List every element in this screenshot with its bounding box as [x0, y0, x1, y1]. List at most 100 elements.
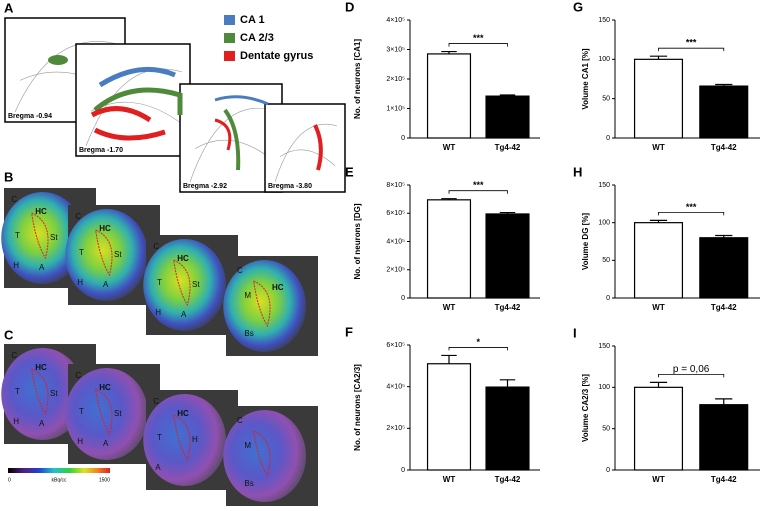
significance-bracket — [658, 373, 725, 378]
hc-outline — [253, 430, 271, 478]
region-label: St — [114, 250, 122, 259]
atlas-outline — [274, 123, 338, 183]
significance-label: *** — [686, 202, 697, 212]
region-label: H — [13, 261, 19, 270]
y-tick-label: 2×10⁵ — [386, 425, 405, 432]
y-tick-label: 100 — [598, 384, 610, 391]
region-label: A — [103, 280, 109, 289]
region-label: H — [13, 417, 19, 426]
y-tick-label: 3×10⁵ — [386, 46, 405, 53]
panel-label: H — [573, 164, 582, 179]
panel-label: B — [4, 169, 13, 184]
hc-outline — [95, 388, 113, 436]
y-tick-label: 6×10⁵ — [386, 210, 405, 217]
region-label: H — [77, 437, 83, 446]
legend-swatch — [224, 51, 235, 61]
hc-outline — [31, 368, 49, 416]
hc-outline — [253, 280, 271, 328]
region-label: T — [79, 248, 84, 257]
legend-label: CA 2/3 — [240, 32, 274, 44]
region-label: HC — [272, 283, 284, 292]
y-tick-label: 150 — [598, 17, 610, 24]
hc-outline — [173, 259, 191, 307]
panel-label: I — [573, 325, 577, 340]
region-label: A — [103, 439, 109, 448]
dg-region — [313, 124, 323, 171]
error-bar — [649, 55, 668, 60]
bar — [633, 386, 684, 471]
x-tick-label: WT — [652, 475, 665, 484]
legend-label: CA 1 — [240, 14, 265, 26]
region-label: C — [153, 242, 159, 251]
legend-label: Dentate gyrus — [240, 50, 313, 62]
panel-label: F — [345, 324, 353, 339]
panel-label: A — [4, 0, 14, 15]
bar — [485, 213, 530, 299]
x-tick-label: WT — [652, 303, 665, 312]
y-tick-label: 0 — [606, 295, 610, 302]
y-tick-label: 0 — [401, 467, 405, 474]
y-tick-label: 50 — [602, 257, 610, 264]
error-bar — [715, 234, 733, 238]
region-label: St — [114, 409, 122, 418]
error-bar — [499, 379, 516, 388]
significance-bracket — [448, 347, 508, 351]
significance-bracket — [448, 190, 508, 194]
legend-swatch — [224, 15, 235, 25]
dg-region — [214, 118, 232, 151]
x-tick-label: Tg4-42 — [711, 475, 737, 484]
bar — [426, 363, 472, 471]
error-bar — [715, 83, 733, 87]
bar — [699, 404, 749, 471]
x-tick-label: WT — [443, 475, 456, 484]
region-label: T — [157, 278, 162, 287]
pet-slice — [65, 209, 149, 301]
panel-label: E — [345, 164, 354, 179]
error-bar — [499, 211, 516, 214]
region-label: C — [153, 397, 159, 406]
region-label: M — [244, 441, 251, 450]
region-label: C — [11, 351, 17, 360]
error-bar — [441, 354, 457, 364]
y-tick-label: 0 — [401, 135, 405, 142]
error-bar — [649, 219, 668, 223]
significance-label: * — [476, 337, 480, 347]
x-tick-label: WT — [443, 303, 456, 312]
y-tick-label: 50 — [602, 426, 610, 433]
pet-slice — [1, 192, 85, 284]
region-label: T — [157, 433, 162, 442]
region-label: A — [181, 310, 187, 319]
region-label: M — [244, 291, 251, 300]
region-label: HC — [35, 363, 47, 372]
y-tick-label: 0 — [401, 295, 405, 302]
region-label: C — [237, 266, 243, 275]
bar — [485, 386, 530, 471]
bar — [699, 85, 749, 139]
pet-slice — [223, 260, 307, 352]
pet-slice — [223, 410, 307, 502]
colorbar-max: 1500 — [99, 477, 110, 483]
panel-label: C — [4, 327, 14, 342]
pet-slice — [143, 239, 227, 331]
error-bar — [441, 198, 457, 200]
panel-label: D — [345, 0, 354, 14]
region-label: Bs — [244, 329, 253, 338]
pet-slice — [65, 368, 149, 460]
region-label: HC — [99, 383, 111, 392]
y-tick-label: 1×10⁵ — [386, 105, 405, 112]
panel-label: G — [573, 0, 583, 14]
y-tick-label: 4×10⁵ — [386, 17, 405, 24]
bar — [426, 53, 472, 139]
y-tick-label: 8×10⁵ — [386, 182, 405, 189]
significance-label: *** — [473, 33, 484, 43]
x-tick-label: Tg4-42 — [495, 303, 521, 312]
region-label: St — [50, 389, 58, 398]
hc-outline — [95, 229, 113, 277]
region-label: C — [75, 212, 81, 221]
y-axis-label: Volume DG [%] — [581, 213, 590, 271]
region-label: St — [50, 233, 58, 242]
pet-slice — [143, 394, 227, 486]
y-axis-label: Volume CA1 [%] — [581, 48, 590, 110]
region-label: H — [192, 435, 198, 444]
x-tick-label: WT — [652, 143, 665, 152]
